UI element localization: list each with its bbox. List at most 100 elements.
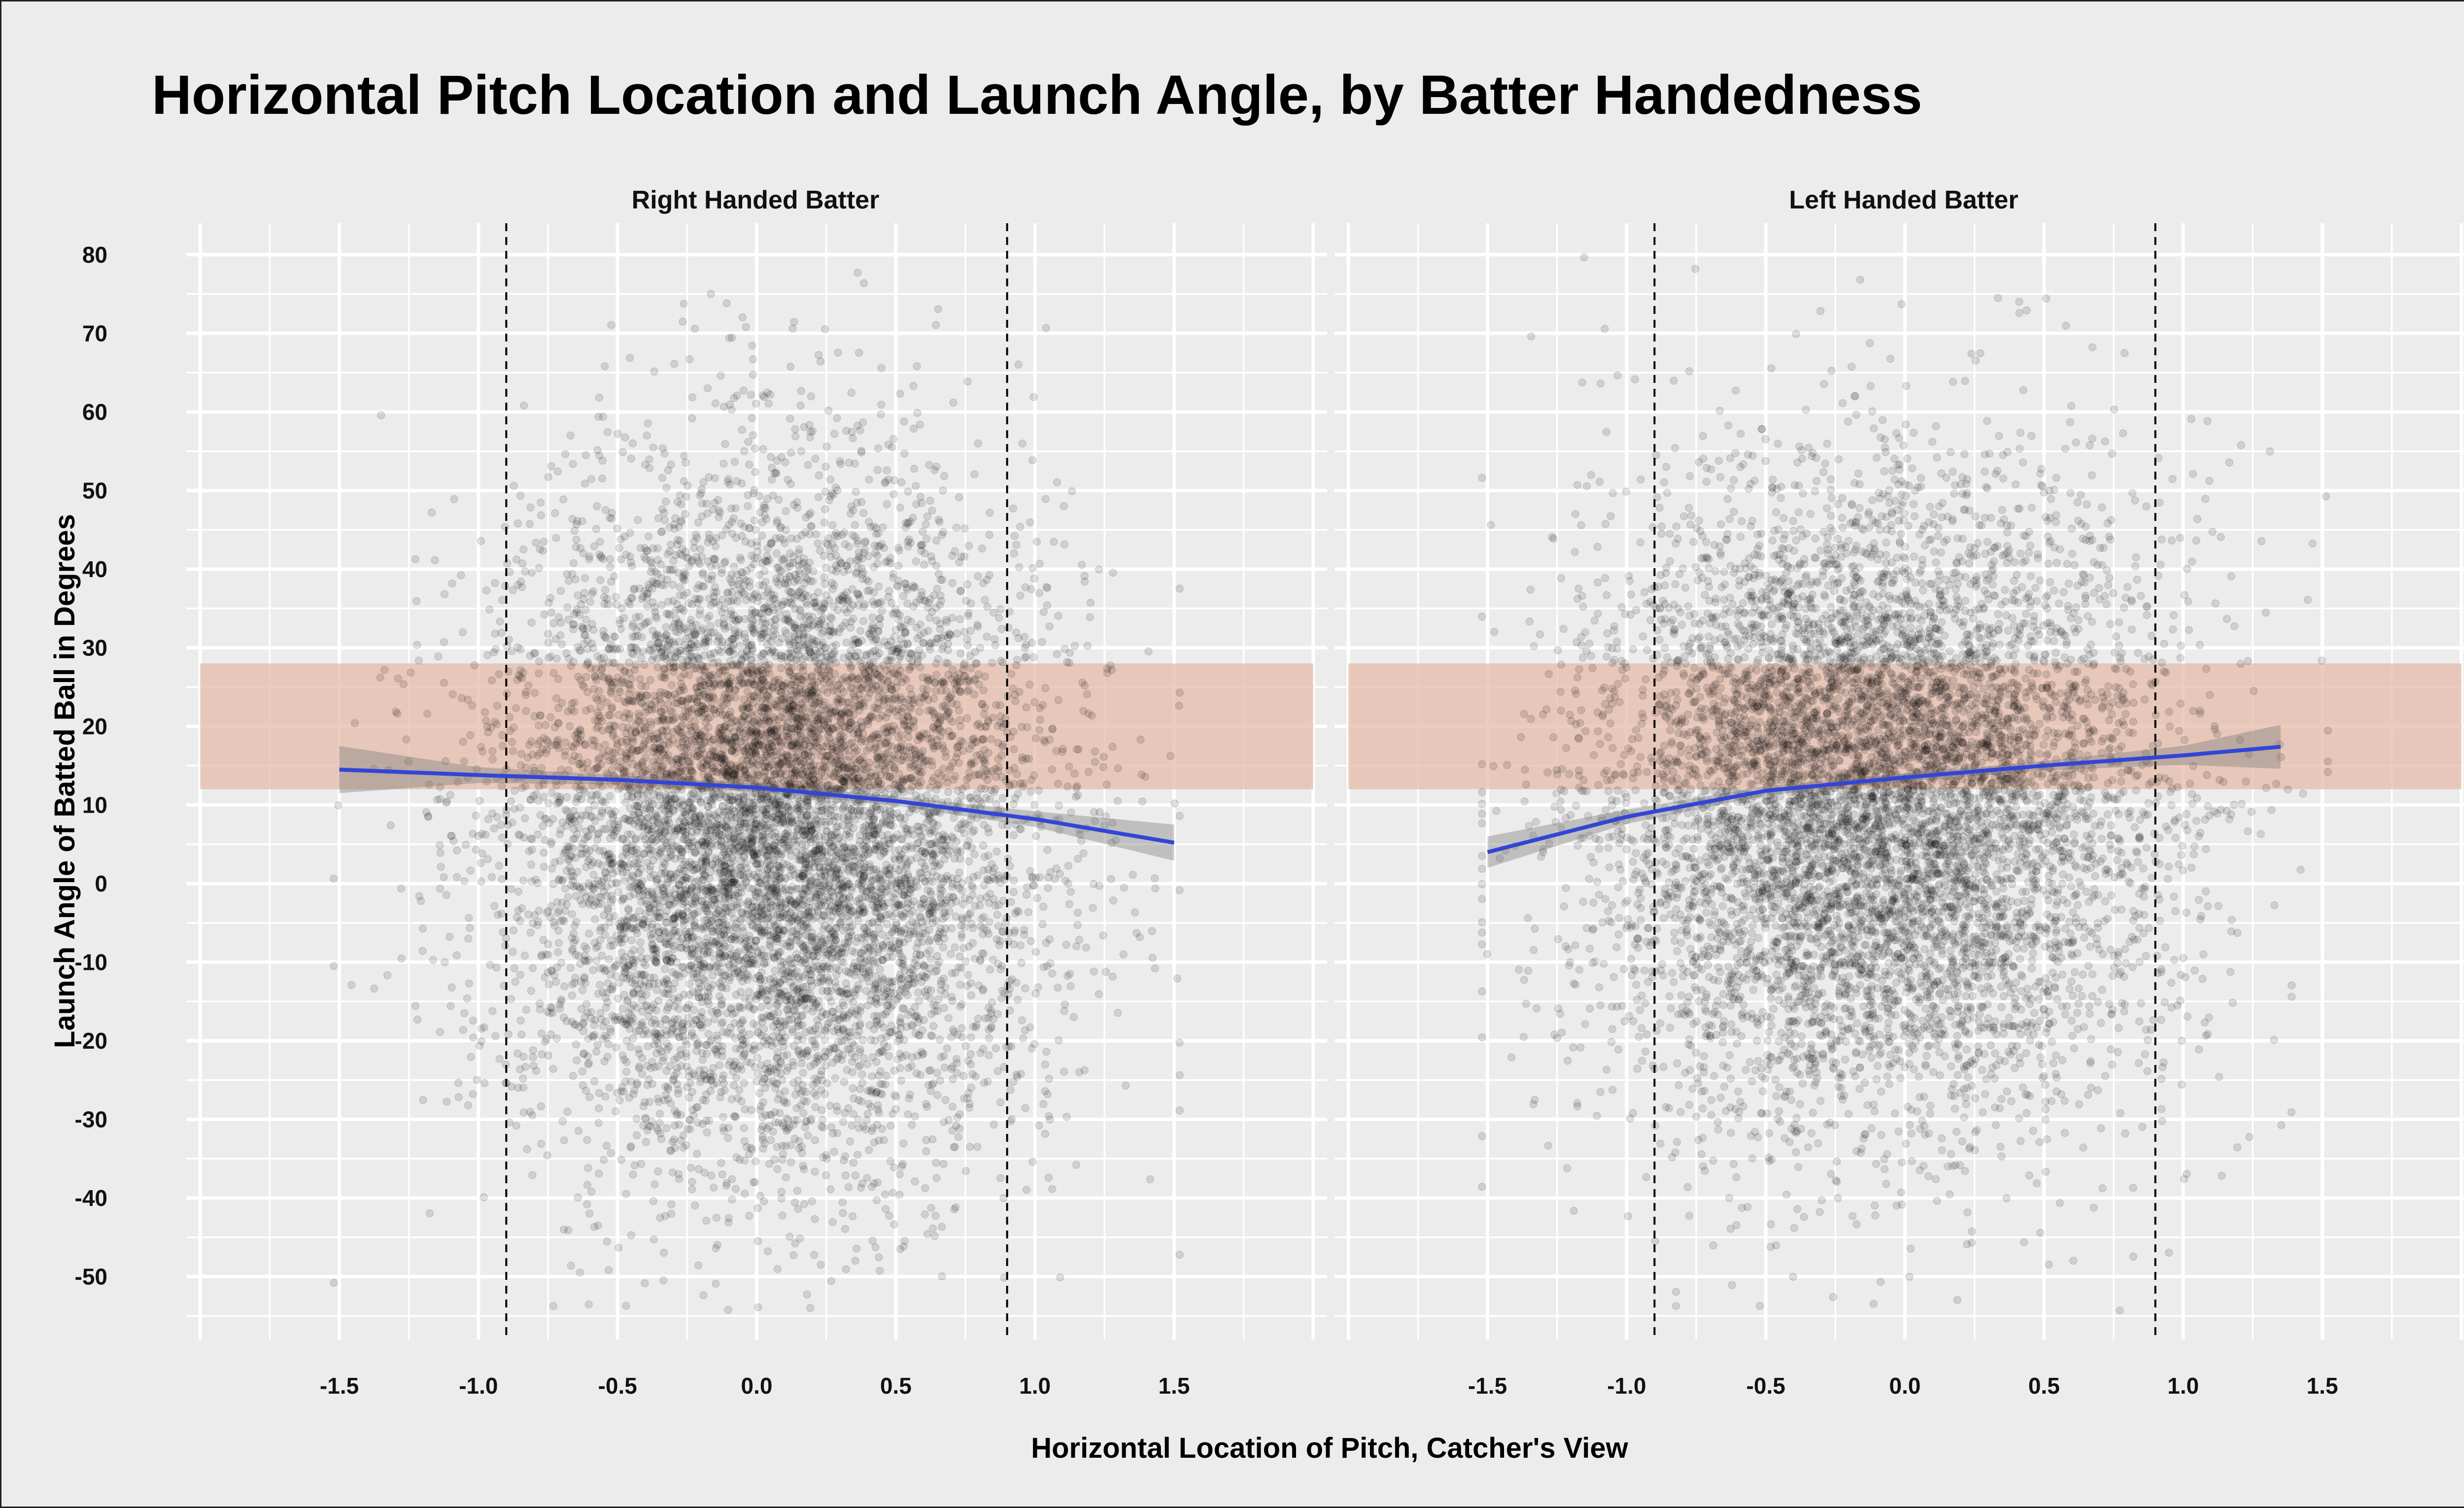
data-point: [944, 788, 953, 796]
data-point: [833, 1106, 842, 1115]
data-point: [882, 820, 890, 828]
data-point: [1045, 1074, 1054, 1083]
data-point: [745, 1030, 754, 1039]
data-point: [963, 641, 972, 650]
data-point: [974, 1014, 983, 1023]
data-point: [859, 617, 868, 625]
data-point: [1108, 743, 1117, 751]
data-point: [732, 1073, 741, 1082]
data-point: [648, 1080, 656, 1088]
data-point: [788, 1025, 797, 1033]
data-point: [777, 1194, 786, 1203]
data-point: [618, 852, 626, 861]
data-point: [683, 1004, 691, 1012]
data-point: [787, 448, 795, 457]
data-point: [460, 757, 468, 766]
data-point: [1041, 1060, 1050, 1069]
data-point: [1029, 653, 1038, 661]
data-point: [909, 972, 918, 980]
data-point: [397, 884, 406, 893]
data-point: [781, 810, 790, 819]
data-point: [762, 747, 771, 756]
data-point: [1175, 688, 1184, 697]
data-point: [687, 842, 696, 851]
data-point: [634, 710, 643, 718]
data-point: [799, 1162, 807, 1170]
data-point: [330, 961, 338, 970]
data-point: [596, 576, 605, 584]
data-point: [899, 417, 908, 426]
data-point: [863, 1060, 872, 1068]
data-point: [583, 1181, 592, 1189]
data-point: [1151, 964, 1159, 973]
data-point: [579, 624, 588, 633]
data-point: [696, 682, 705, 690]
data-point: [503, 840, 512, 848]
data-point: [963, 635, 971, 644]
data-point: [731, 891, 740, 900]
data-point: [661, 1082, 670, 1091]
data-point: [669, 876, 677, 884]
data-point: [703, 812, 712, 821]
data-point: [526, 928, 535, 937]
data-point: [480, 708, 489, 717]
data-point: [648, 923, 656, 932]
data-point: [736, 553, 745, 562]
data-point: [908, 657, 916, 666]
data-point: [886, 804, 894, 813]
data-point: [879, 902, 888, 911]
data-point: [686, 952, 695, 960]
data-point: [690, 910, 699, 918]
data-point: [498, 875, 506, 884]
data-point: [859, 1054, 868, 1062]
data-point: [753, 614, 762, 622]
data-point: [906, 684, 914, 692]
data-point: [801, 695, 810, 703]
data-point: [759, 1144, 767, 1153]
data-point: [814, 617, 823, 625]
data-point: [749, 370, 757, 379]
data-point: [747, 708, 755, 717]
data-point: [511, 787, 519, 795]
data-point: [731, 504, 740, 513]
data-point: [614, 762, 622, 771]
data-point: [957, 821, 965, 829]
data-point: [829, 948, 837, 957]
data-point: [732, 761, 741, 770]
data-point: [519, 876, 528, 885]
data-point: [658, 474, 667, 482]
data-point: [821, 462, 830, 471]
data-point: [838, 530, 847, 539]
data-point: [537, 511, 546, 519]
data-point: [898, 785, 907, 794]
data-point: [838, 1209, 847, 1217]
data-point: [477, 537, 485, 545]
data-point: [859, 568, 867, 576]
data-point: [624, 906, 633, 915]
data-point: [605, 955, 613, 964]
data-point: [1080, 1066, 1089, 1074]
data-point: [876, 1048, 885, 1056]
data-point: [350, 719, 359, 727]
data-point: [865, 968, 873, 977]
data-point: [943, 1044, 952, 1053]
data-point: [535, 669, 543, 678]
data-point: [582, 615, 590, 624]
data-point: [1032, 537, 1041, 546]
data-point: [854, 917, 862, 925]
data-point: [669, 920, 678, 928]
data-point: [606, 721, 615, 730]
data-point: [1031, 990, 1040, 998]
data-point: [397, 954, 406, 963]
data-point: [504, 1030, 513, 1038]
data-point: [625, 353, 634, 362]
data-point: [519, 401, 528, 410]
data-point: [954, 786, 962, 795]
data-point: [443, 1097, 451, 1106]
data-point: [720, 951, 729, 960]
data-point: [1084, 767, 1093, 776]
data-point: [919, 527, 927, 536]
data-point: [630, 1086, 639, 1095]
data-point: [741, 634, 750, 642]
data-point: [660, 980, 669, 989]
